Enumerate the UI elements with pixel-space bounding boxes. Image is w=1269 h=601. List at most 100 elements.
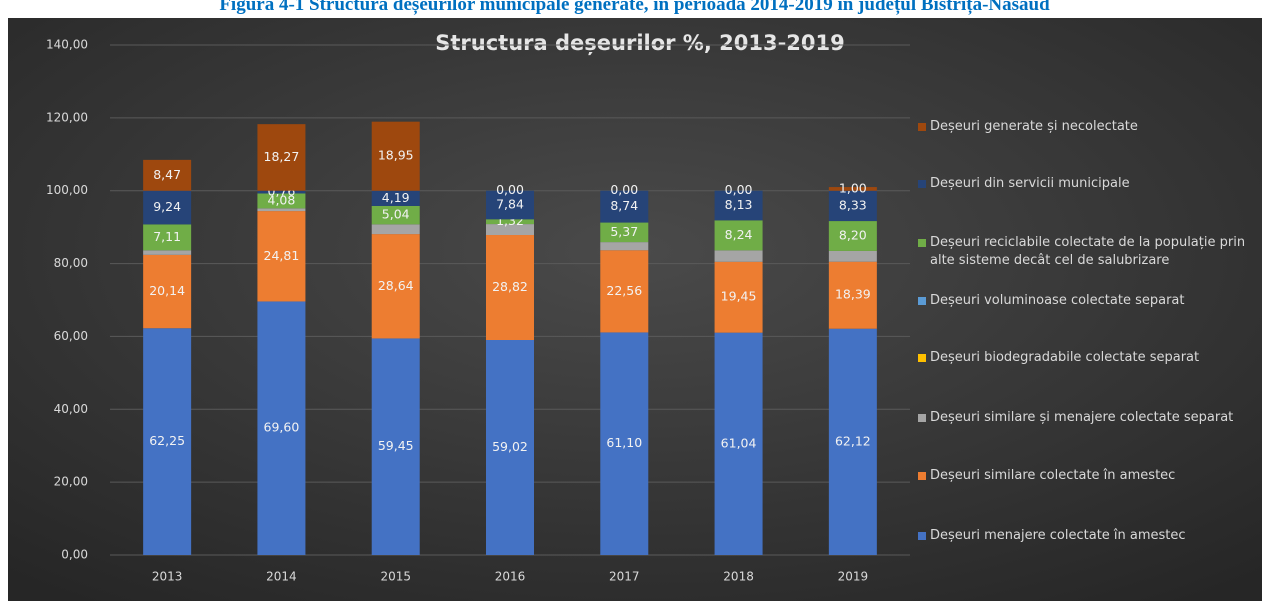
- legend-label: Deșeuri generate și necolectate: [930, 119, 1138, 134]
- y-tick-label: 140,00: [46, 38, 88, 52]
- legend-swatch: [918, 354, 926, 362]
- bar-segment: [486, 219, 534, 225]
- x-tick-label: 2017: [609, 570, 640, 584]
- y-tick-label: 20,00: [54, 475, 88, 489]
- data-label: 8,47: [153, 167, 181, 182]
- data-label: 18,95: [378, 148, 414, 163]
- x-tick-label: 2015: [380, 570, 411, 584]
- bar-segment: [371, 224, 420, 235]
- data-label: 61,04: [721, 435, 757, 450]
- data-label: 8,33: [839, 197, 867, 212]
- bar-segment: [828, 221, 877, 251]
- data-label: 8,74: [610, 198, 638, 213]
- legend-label: Deșeuri similare colectate în amestec: [930, 468, 1176, 483]
- bar-segment: [486, 224, 534, 236]
- legend-item: Deșeuri menajere colectate în amestec: [918, 527, 1186, 545]
- legend-item: Deșeuri reciclabile colectate de la popu…: [918, 234, 1258, 270]
- data-label: 69,60: [264, 420, 300, 435]
- bar-segment: [371, 338, 420, 555]
- legend-label: Deșeuri menajere colectate în amestec: [930, 528, 1186, 543]
- bar-segment: [143, 328, 192, 555]
- bar-segment: [828, 250, 877, 262]
- bar-segment: [371, 205, 420, 225]
- bar-segment: [714, 250, 763, 262]
- data-label: 18,27: [264, 149, 300, 164]
- data-label: 7,84: [496, 196, 524, 211]
- legend-swatch: [918, 414, 926, 422]
- bar-segment: [143, 159, 192, 191]
- data-label: 8,13: [725, 197, 753, 212]
- x-tick-label: 2018: [723, 570, 754, 584]
- legend-item: Deșeuri similare și menajere colectate s…: [918, 409, 1233, 427]
- data-label: 0,00: [496, 182, 524, 197]
- bar-segment: [828, 187, 877, 191]
- bar-segment: [714, 261, 763, 333]
- bar-segment: [257, 193, 306, 209]
- bar-segment: [371, 234, 420, 339]
- data-label: 8,20: [839, 227, 867, 242]
- legend-swatch: [918, 123, 926, 131]
- data-label: 5,04: [382, 207, 410, 222]
- bar-segment: [828, 328, 877, 555]
- bar-segment: [486, 339, 534, 555]
- data-label: 8,24: [725, 227, 753, 242]
- bar-segment: [257, 190, 306, 194]
- data-label: 59,02: [492, 439, 528, 454]
- bar-segment: [600, 250, 649, 333]
- bar-segment: [600, 242, 649, 251]
- bar-segment: [143, 254, 192, 329]
- x-tick-label: 2014: [266, 570, 297, 584]
- figure-caption: Figura 4-1 Structura deșeurilor municipa…: [219, 0, 1050, 15]
- bar-segment: [143, 250, 192, 255]
- bar-segment: [257, 124, 306, 191]
- legend-label: Deșeuri reciclabile colectate de la popu…: [930, 235, 1246, 268]
- legend-item: Deșeuri generate și necolectate: [918, 118, 1138, 136]
- data-label: 20,14: [149, 283, 185, 298]
- data-label: 1,00: [839, 180, 867, 195]
- data-label: 0,00: [610, 182, 638, 197]
- bar-segment: [257, 208, 306, 212]
- data-label: 59,45: [378, 438, 414, 453]
- data-label: 28,82: [492, 279, 528, 294]
- bar-segment: [486, 190, 534, 220]
- bar-segment: [714, 332, 763, 555]
- x-tick-label: 2016: [495, 570, 526, 584]
- bar-segment: [371, 121, 420, 191]
- data-label: 0,00: [725, 182, 753, 197]
- bar-segment: [486, 235, 534, 340]
- data-label: 61,10: [606, 435, 642, 450]
- bar-segment: [828, 261, 877, 329]
- legend-item: Deșeuri biodegradabile colectate separat: [918, 349, 1199, 367]
- data-label: 24,81: [264, 248, 300, 263]
- bar-segment: [714, 190, 763, 221]
- bar-segment: [600, 332, 649, 555]
- bar-segment: [371, 190, 420, 206]
- legend-swatch: [918, 180, 926, 188]
- data-label: 28,64: [378, 278, 414, 293]
- data-label: 4,19: [382, 190, 410, 205]
- legend-swatch: [918, 532, 926, 540]
- data-label: 22,56: [606, 283, 642, 298]
- legend-item: Deșeuri din servicii municipale: [918, 175, 1130, 193]
- y-tick-label: 80,00: [54, 256, 88, 270]
- data-label: 18,39: [835, 287, 871, 302]
- data-label: 9,24: [153, 199, 181, 214]
- data-label: 19,45: [721, 289, 757, 304]
- legend-swatch: [918, 239, 926, 247]
- legend-label: Deșeuri voluminoase colectate separat: [930, 293, 1185, 308]
- x-tick-label: 2013: [152, 570, 183, 584]
- y-tick-label: 60,00: [54, 329, 88, 343]
- legend-item: Deșeuri similare colectate în amestec: [918, 467, 1175, 485]
- bar-segment: [828, 190, 877, 222]
- bar-segment: [143, 190, 192, 225]
- data-label: 5,37: [610, 224, 638, 239]
- legend-swatch: [918, 297, 926, 305]
- y-tick-label: 40,00: [54, 402, 88, 416]
- y-tick-label: 120,00: [46, 110, 88, 124]
- legend-label: Deșeuri biodegradabile colectate separat: [930, 350, 1200, 365]
- bar-segment: [714, 220, 763, 251]
- data-label: 4,08: [268, 192, 296, 207]
- legend-swatch: [918, 472, 926, 480]
